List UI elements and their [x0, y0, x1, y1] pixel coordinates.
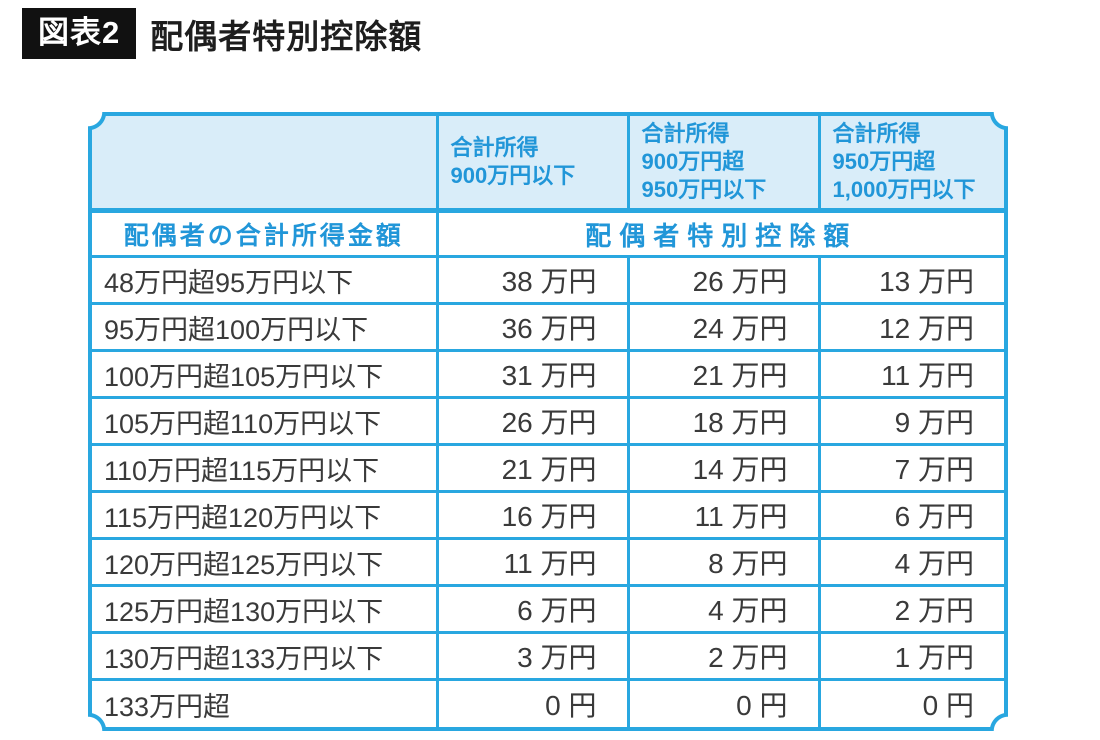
income-range-label: 130万円超133万円以下: [92, 632, 439, 682]
deduction-value: 11 万円: [437, 538, 630, 588]
deduction-value: 4 万円: [628, 585, 821, 635]
deduction-value: 21 万円: [437, 444, 630, 494]
spousal-deduction-table: 合計所得 900万円以下 合計所得 900万円超 950万円以下 合計所得 95…: [88, 112, 1008, 731]
table-row: 120万円超125万円以下 11 万円 8 万円 4 万円: [92, 538, 1004, 588]
table-row: 130万円超133万円以下 3 万円 2 万円 1 万円: [92, 632, 1004, 682]
corner-empty-cell: [92, 116, 439, 214]
deduction-value: 2 万円: [819, 585, 1004, 635]
deduction-value: 9 万円: [819, 397, 1004, 447]
deduction-value: 24 万円: [628, 303, 821, 353]
figure-badge: 図表2: [22, 8, 137, 59]
income-range-label: 48万円超95万円以下: [92, 256, 439, 306]
income-band-header-900-950: 合計所得 900万円超 950万円以下: [628, 116, 821, 214]
deduction-value: 12 万円: [819, 303, 1004, 353]
deduction-value: 4 万円: [819, 538, 1004, 588]
income-range-label: 133万円超: [92, 679, 439, 727]
deduction-value: 18 万円: [628, 397, 821, 447]
deduction-value: 6 万円: [819, 491, 1004, 541]
row-axis-title: 配偶者の合計所得金額: [92, 210, 439, 259]
deduction-value: 0 円: [437, 679, 630, 727]
deduction-value: 31 万円: [437, 350, 630, 400]
page-title: 配偶者特別控除額: [150, 17, 423, 55]
deduction-value: 1 万円: [819, 632, 1004, 682]
income-range-label: 105万円超110万円以下: [92, 397, 439, 447]
income-range-label: 95万円超100万円以下: [92, 303, 439, 353]
income-band-header-950-1000: 合計所得 950万円超 1,000万円以下: [819, 116, 1004, 214]
deduction-value: 11 万円: [819, 350, 1004, 400]
deduction-value: 38 万円: [437, 256, 630, 306]
deduction-value: 8 万円: [628, 538, 821, 588]
table-row: 115万円超120万円以下 16 万円 11 万円 6 万円: [92, 491, 1004, 541]
deduction-value: 0 円: [628, 679, 821, 727]
deduction-value: 16 万円: [437, 491, 630, 541]
table-row: 100万円超105万円以下 31 万円 21 万円 11 万円: [92, 350, 1004, 400]
deduction-amount-table: 合計所得 900万円以下 合計所得 900万円超 950万円以下 合計所得 95…: [92, 116, 1004, 727]
figure-title: 図表2 配偶者特別控除額: [22, 8, 422, 59]
table-row: 105万円超110万円以下 26 万円 18 万円 9 万円: [92, 397, 1004, 447]
deduction-value: 11 万円: [628, 491, 821, 541]
deduction-value: 7 万円: [819, 444, 1004, 494]
deduction-value: 21 万円: [628, 350, 821, 400]
table-row: 125万円超130万円以下 6 万円 4 万円 2 万円: [92, 585, 1004, 635]
deduction-value: 13 万円: [819, 256, 1004, 306]
income-band-header-900-under: 合計所得 900万円以下: [437, 116, 630, 214]
income-range-label: 125万円超130万円以下: [92, 585, 439, 635]
table-row: 48万円超95万円以下 38 万円 26 万円 13 万円: [92, 256, 1004, 306]
income-range-label: 110万円超115万円以下: [92, 444, 439, 494]
table-row: 95万円超100万円以下 36 万円 24 万円 12 万円: [92, 303, 1004, 353]
income-range-label: 115万円超120万円以下: [92, 491, 439, 541]
income-band-header-row: 合計所得 900万円以下 合計所得 900万円超 950万円以下 合計所得 95…: [92, 116, 1004, 214]
deduction-value: 6 万円: [437, 585, 630, 635]
table-row: 110万円超115万円以下 21 万円 14 万円 7 万円: [92, 444, 1004, 494]
axis-title-row: 配偶者の合計所得金額 配偶者特別控除額: [92, 210, 1004, 259]
deduction-value: 36 万円: [437, 303, 630, 353]
deduction-value: 26 万円: [437, 397, 630, 447]
deduction-value: 0 円: [922, 690, 974, 722]
table-row: 133万円超 0 円 0 円 0 円: [92, 679, 1004, 727]
value-axis-title: 配偶者特別控除額: [437, 210, 1004, 259]
deduction-value: 3 万円: [437, 632, 630, 682]
income-range-label: 100万円超105万円以下: [92, 350, 439, 400]
deduction-value: 26 万円: [628, 256, 821, 306]
income-range-label: 120万円超125万円以下: [92, 538, 439, 588]
deduction-value: 14 万円: [628, 444, 821, 494]
deduction-value: 2 万円: [628, 632, 821, 682]
